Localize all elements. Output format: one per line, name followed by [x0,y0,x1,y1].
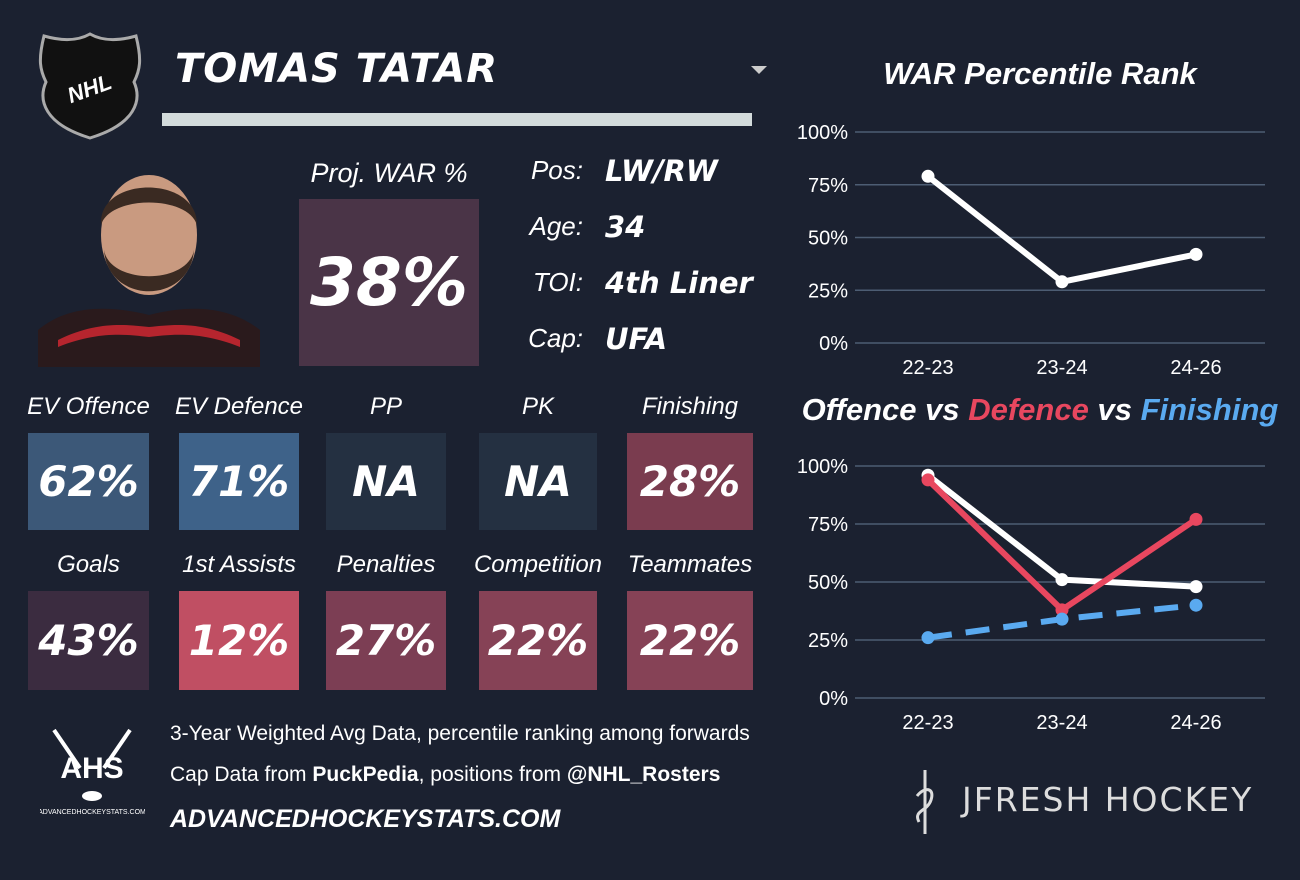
tile-label: Goals [57,551,120,578]
x-tick-label: 24-26 [1170,357,1221,379]
ahs-text: AHS [60,752,123,785]
y-tick-label: 25% [808,630,848,652]
point [1189,598,1203,612]
brand-logo [915,770,934,834]
title-joiner: vs [1089,392,1141,427]
tile-value: 28% [627,433,753,530]
credit-source: @NHL_Rosters [566,763,721,786]
chart-title: WAR Percentile Rank [883,56,1198,91]
info-value: 4th Liner [605,266,753,300]
legend-entry: Finishing [1141,392,1279,427]
x-tick-label: 23-24 [1036,712,1087,734]
point [1055,275,1069,289]
point [1189,247,1203,261]
title-underline [162,113,752,126]
info-value: 34 [605,210,646,244]
info-label: TOI: [532,267,583,297]
proj-label: Proj. WAR % [310,158,468,188]
info-value: UFA [605,322,668,356]
footer-credits: Cap Data from PuckPedia, positions from … [170,763,720,787]
brand: JFRESH HOCKEY [962,780,1254,819]
y-tick-label: 0% [819,333,848,355]
legend-entry: Offence [802,392,917,427]
y-tick-label: 25% [808,280,848,302]
point [1055,573,1069,587]
tile-label: PK [521,393,554,420]
dropdown[interactable] [750,64,768,76]
footer-site: ADVANCEDHOCKEYSTATS.COM [170,805,561,833]
nhl-logo: NHL [38,32,142,140]
tile-value: 27% [326,591,446,690]
tile-label: EV Defence [174,393,304,420]
series-line [925,477,1198,613]
tile-label: 1st Assists [182,551,296,578]
series-line [926,173,1197,285]
y-tick-label: 0% [819,688,848,710]
tile-value: NA [479,433,597,530]
player-name: TOMAS TATAR [175,46,499,92]
tile-value: 62% [28,433,149,530]
point [921,631,935,645]
tile-value: 22% [627,591,753,690]
proj-value: 38% [299,199,479,366]
point [1055,612,1069,626]
tile-value: 12% [179,591,299,690]
y-tick-label: 50% [808,228,848,250]
tile-value: 43% [28,591,149,690]
ahs-logo: AHS ADVANCEDHOCKEYSTATS.COM [40,728,145,816]
tile-value: NA [326,433,446,530]
tile-label: Teammates [627,551,753,578]
point [1189,512,1203,526]
y-tick-label: 50% [808,572,848,594]
credit-source: PuckPedia [312,763,419,786]
tile-label: Finishing [641,393,739,420]
tile-label: Penalties [336,551,436,578]
info-label: Age: [529,211,584,241]
tile-label: PP [369,393,402,420]
chart-title: Offence vs Defence vs Finishing [802,392,1279,427]
point [921,169,935,183]
point [1055,603,1069,617]
tile-label: Competition [473,551,603,578]
player-photo [38,175,260,367]
tile-value: 71% [179,433,299,530]
y-tick-label: 100% [797,122,848,144]
info-label: Pos: [530,155,583,185]
x-tick-label: 24-26 [1170,712,1221,734]
tile-value: 22% [479,591,597,690]
credit-text: Cap Data from [170,763,313,786]
x-tick-label: 22-23 [902,357,953,379]
credit-text: , positions from [418,763,567,786]
title-joiner: vs [917,392,969,427]
info-value: LW/RW [605,154,718,188]
info-label: Cap: [528,323,583,353]
series-line [926,472,1197,590]
footer-note: 3-Year Weighted Avg Data, percentile ran… [170,722,750,745]
y-tick-label: 75% [808,514,848,536]
tile-label: EV Offence [27,393,150,420]
y-tick-label: 100% [797,456,848,478]
y-tick-label: 75% [808,175,848,197]
x-tick-label: 23-24 [1036,357,1087,379]
point [921,473,935,487]
point [1189,580,1203,594]
ahs-site: ADVANCEDHOCKEYSTATS.COM [40,809,145,816]
legend-entry: Defence [968,392,1089,427]
x-tick-label: 22-23 [902,712,953,734]
